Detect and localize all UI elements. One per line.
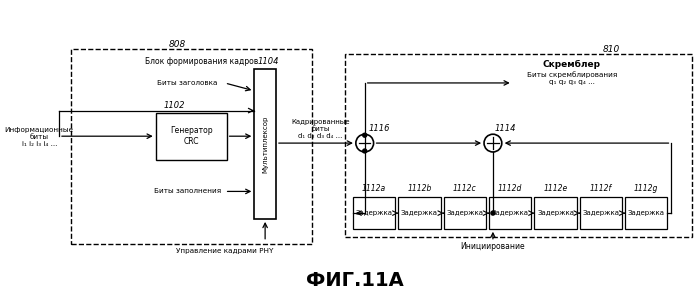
Text: Биты заголовка: Биты заголовка bbox=[157, 80, 218, 86]
Bar bbox=[580, 197, 622, 229]
Text: Мультиплексор: Мультиплексор bbox=[262, 116, 268, 173]
Text: Задержка: Задержка bbox=[537, 210, 574, 216]
Text: Генератор
CRC: Генератор CRC bbox=[170, 127, 213, 146]
Text: Задержка: Задержка bbox=[628, 210, 665, 216]
Text: Задержка: Задержка bbox=[401, 210, 438, 216]
Text: биты: биты bbox=[312, 126, 330, 132]
Text: i₁ i₂ i₃ i₄ ...: i₁ i₂ i₃ i₄ ... bbox=[22, 141, 57, 147]
Text: 1112a: 1112a bbox=[362, 184, 386, 193]
Bar bbox=[155, 112, 227, 160]
Text: Задержка: Задержка bbox=[491, 210, 528, 216]
Text: 1112c: 1112c bbox=[453, 184, 477, 193]
Text: 1102: 1102 bbox=[164, 101, 185, 110]
Circle shape bbox=[363, 133, 367, 137]
Circle shape bbox=[491, 211, 495, 215]
Text: d₁ d₂ d₃ d₄ ...: d₁ d₂ d₃ d₄ ... bbox=[298, 133, 342, 139]
Text: Задержка: Задержка bbox=[447, 210, 483, 216]
Text: 1112b: 1112b bbox=[407, 184, 432, 193]
Text: 1114: 1114 bbox=[495, 124, 517, 133]
Text: Управление кадрами PHY: Управление кадрами PHY bbox=[176, 248, 274, 254]
Text: 1112g: 1112g bbox=[634, 184, 659, 193]
Text: Биты скремблирования: Биты скремблирования bbox=[526, 72, 617, 79]
Bar bbox=[254, 69, 276, 219]
Bar bbox=[444, 197, 486, 229]
Text: Биты заполнения: Биты заполнения bbox=[154, 188, 220, 194]
Text: Инициирование: Инициирование bbox=[461, 242, 525, 251]
Bar bbox=[398, 197, 440, 229]
Text: 1116: 1116 bbox=[369, 124, 390, 133]
Text: 1104: 1104 bbox=[258, 57, 279, 66]
Text: ФИГ.11А: ФИГ.11А bbox=[306, 271, 404, 290]
Bar bbox=[345, 54, 692, 237]
Bar bbox=[71, 50, 312, 244]
Text: 808: 808 bbox=[169, 40, 186, 49]
Bar bbox=[353, 197, 396, 229]
Text: Скремблер: Скремблер bbox=[542, 60, 601, 69]
Text: биты: биты bbox=[29, 134, 49, 140]
Bar bbox=[489, 197, 531, 229]
Text: Задержка: Задержка bbox=[582, 210, 620, 216]
Text: Кадрированные: Кадрированные bbox=[291, 119, 349, 125]
Text: 1112e: 1112e bbox=[543, 184, 568, 193]
Circle shape bbox=[363, 149, 367, 153]
Text: 1112d: 1112d bbox=[498, 184, 522, 193]
Text: 810: 810 bbox=[603, 45, 620, 54]
Bar bbox=[625, 197, 668, 229]
Text: 1112f: 1112f bbox=[590, 184, 612, 193]
Text: q₁ q₂ q₃ q₄ ...: q₁ q₂ q₃ q₄ ... bbox=[549, 79, 595, 85]
Text: Информационные: Информационные bbox=[5, 127, 74, 133]
Text: Задержка: Задержка bbox=[356, 210, 393, 216]
Bar bbox=[534, 197, 577, 229]
Text: Блок формирования кадров: Блок формирования кадров bbox=[146, 57, 258, 66]
